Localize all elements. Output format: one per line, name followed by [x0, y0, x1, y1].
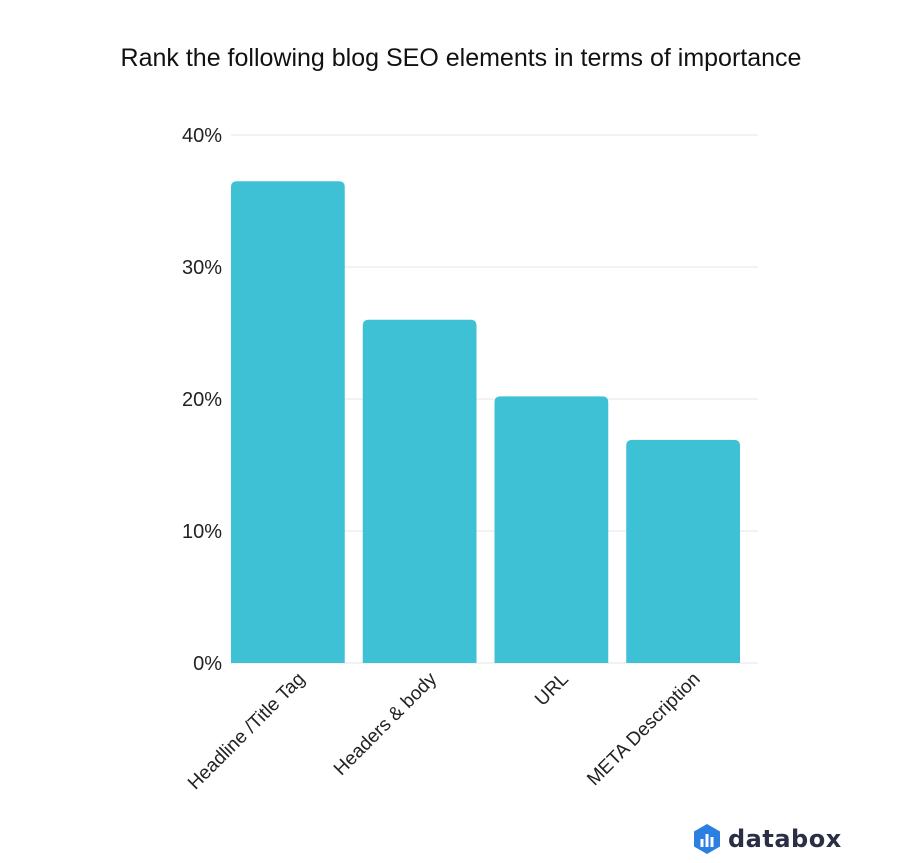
y-tick-label: 10%	[182, 521, 222, 543]
x-axis-labels: Headline /Title Tag Headers & body URL META…	[184, 668, 705, 794]
chart-title: Rank the following blog SEO elements in …	[120, 44, 802, 72]
bars	[231, 181, 740, 663]
x-category-label: URL	[531, 669, 573, 711]
bar	[231, 181, 345, 663]
y-tick-label: 40%	[182, 125, 222, 147]
y-tick-label: 30%	[182, 257, 222, 279]
y-tick-label: 20%	[182, 389, 222, 411]
bar	[362, 319, 477, 663]
databox-logo-icon	[694, 824, 720, 854]
y-axis-ticks: 0% 10% 20% 30% 40%	[182, 125, 222, 675]
brand-name: databox	[728, 825, 842, 853]
databox-brand: databox	[692, 822, 842, 856]
x-category-label: Headline /Title Tag	[184, 669, 309, 794]
y-tick-label: 0%	[193, 653, 222, 675]
bar	[494, 396, 609, 663]
x-category-label: META Description	[583, 669, 704, 790]
bar	[626, 439, 740, 663]
bar-chart: 0% 10% 20% 30% 40% Headline /Title Tag Header…	[182, 125, 758, 794]
x-category-label: Headers & body	[330, 668, 442, 780]
